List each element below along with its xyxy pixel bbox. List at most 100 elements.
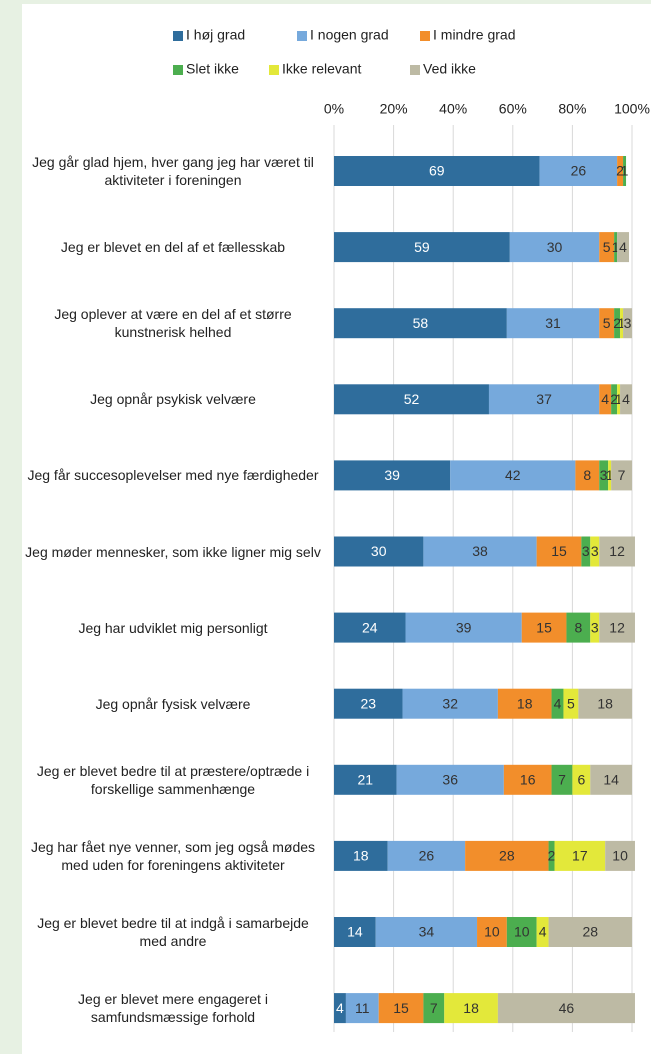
value-label: 21 [358, 772, 374, 788]
legend-swatch [173, 65, 183, 75]
value-label: 42 [505, 467, 521, 483]
value-label: 18 [517, 695, 533, 711]
bar-segment [497, 688, 552, 719]
bar-segment [334, 308, 507, 339]
legend-label: Slet ikke [186, 61, 239, 77]
bar-segment [590, 612, 600, 643]
value-label: 58 [413, 315, 429, 331]
value-label: 30 [547, 239, 563, 255]
category-label: Jeg går glad hjem, hver gang jeg har vær… [32, 154, 314, 188]
value-label: 28 [499, 848, 515, 864]
bar-segment [488, 384, 600, 415]
value-label: 37 [536, 391, 552, 407]
bar-segment [599, 460, 609, 491]
bar-segment [334, 460, 451, 491]
value-label: 3 [600, 467, 608, 483]
bar-segment [581, 536, 591, 567]
value-label: 39 [384, 467, 400, 483]
legend-label: Ikke relevant [282, 61, 361, 77]
value-label: 11 [355, 1000, 370, 1016]
bar-segment [620, 384, 632, 415]
category-label: Jeg oplever at være en del af et større … [54, 306, 292, 341]
value-label: 4 [619, 239, 627, 255]
bar-segment [572, 764, 591, 795]
value-label: 23 [360, 695, 376, 711]
value-label: 10 [514, 924, 530, 940]
bar-segment [563, 688, 579, 719]
bar-segment [578, 688, 632, 719]
bar-segment [554, 840, 606, 871]
bar-segment [345, 993, 379, 1024]
value-label: 14 [603, 772, 619, 788]
bar-segment [334, 384, 489, 415]
legend-swatch [269, 65, 279, 75]
value-label: 34 [419, 924, 435, 940]
bar-segment [551, 688, 564, 719]
bar-segment [375, 917, 478, 947]
value-label: 18 [597, 695, 613, 711]
bar-segment [477, 917, 507, 947]
value-label: 16 [520, 772, 536, 788]
value-label: 28 [582, 924, 598, 940]
value-label: 14 [347, 924, 363, 940]
bar-segment [334, 536, 424, 567]
bar-segment [378, 993, 424, 1024]
value-label: 10 [612, 848, 628, 864]
value-label: 38 [472, 543, 488, 559]
value-label: 4 [601, 391, 609, 407]
bar-segment [536, 917, 549, 947]
bar-segment [590, 536, 600, 567]
bar-segment [334, 993, 346, 1024]
bar-segment [611, 384, 618, 415]
value-label: 7 [618, 467, 626, 483]
value-label: 26 [419, 848, 435, 864]
bar-segment [566, 612, 591, 643]
bar-segment [423, 993, 445, 1024]
category-label: Jeg er blevet mere engageret i samfundsm… [78, 991, 268, 1026]
bar-segment [506, 308, 600, 339]
value-label: 3 [591, 619, 599, 635]
bar-segment [506, 917, 537, 947]
bar-segment [503, 764, 552, 795]
bar-segment [608, 460, 612, 491]
value-label: 39 [456, 619, 472, 635]
value-label: 1 [612, 239, 620, 255]
category-label: Jeg er blevet bedre til at indgå i samar… [37, 915, 309, 949]
value-label: 31 [545, 315, 561, 331]
value-label: 59 [414, 239, 430, 255]
bar-segment [620, 308, 624, 339]
value-label: 5 [603, 239, 611, 255]
value-label: 2 [616, 163, 624, 179]
legend-swatch [410, 65, 420, 75]
value-label: 1 [621, 163, 629, 179]
value-label: 30 [371, 543, 387, 559]
bar-segment [614, 308, 621, 339]
value-label: 3 [591, 543, 599, 559]
legend-swatch [173, 31, 183, 41]
bar-segment [599, 384, 612, 415]
bar-segment [539, 156, 618, 186]
value-label: 24 [362, 619, 378, 635]
bar-segment [521, 612, 567, 643]
legend-label: I mindre grad [433, 27, 515, 43]
legend-swatch [297, 31, 307, 41]
bar-segment [509, 232, 600, 263]
value-label: 8 [574, 619, 582, 635]
bar-segment [599, 232, 615, 263]
legend-label: I høj grad [186, 27, 245, 43]
bar-segment [590, 764, 632, 795]
value-label: 2 [548, 848, 556, 864]
bar-segment [465, 840, 549, 871]
category-label: Jeg møder mennesker, som ikke ligner mig… [25, 543, 321, 560]
bar-segment [617, 384, 621, 415]
bar-segment [536, 536, 582, 567]
bar-segment [599, 612, 635, 643]
value-label: 4 [622, 391, 630, 407]
bar-segment [450, 460, 576, 491]
bar-segment [548, 840, 555, 871]
value-label: 26 [571, 163, 587, 179]
x-tick-label: 20% [380, 101, 408, 117]
x-tick-label: 100% [614, 101, 650, 117]
bar-segment [623, 156, 627, 186]
